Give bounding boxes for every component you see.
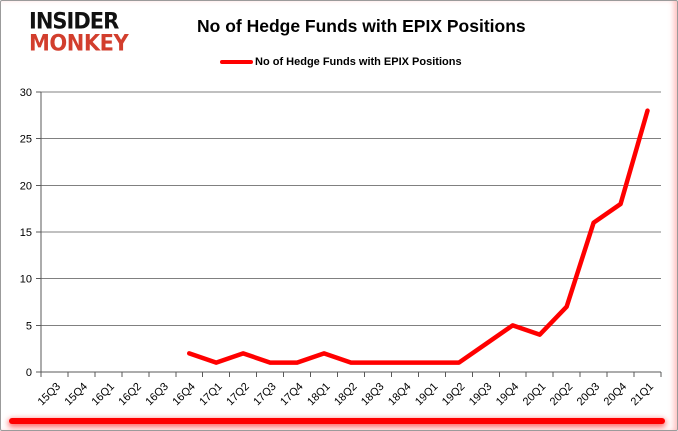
x-tick-label: 19Q1 xyxy=(413,381,441,409)
x-tick-label: 15Q4 xyxy=(63,381,91,409)
x-tick-label: 18Q2 xyxy=(332,381,360,409)
x-tick-label: 20Q3 xyxy=(575,381,603,409)
x-tick-label: 18Q1 xyxy=(305,381,333,409)
y-tick-label: 20 xyxy=(20,180,32,192)
x-tick-label: 18Q3 xyxy=(359,381,387,409)
logo-text-insider: INSIDER xyxy=(29,8,119,34)
x-tick-label: 17Q4 xyxy=(278,381,306,409)
x-tick-label: 16Q3 xyxy=(143,381,171,409)
y-tick-label: 5 xyxy=(26,320,32,332)
chart-title: No of Hedge Funds with EPIX Positions xyxy=(197,16,526,36)
x-tick-label: 16Q4 xyxy=(170,381,198,409)
x-tick-label: 16Q2 xyxy=(116,381,144,409)
x-tick-label: 17Q3 xyxy=(251,381,279,409)
x-tick-label: 20Q4 xyxy=(602,381,630,409)
x-tick-label: 20Q1 xyxy=(521,381,549,409)
logo-text-monkey: MONKEY xyxy=(29,30,129,56)
x-tick-label: 15Q3 xyxy=(36,381,64,409)
y-tick-label: 10 xyxy=(20,274,32,286)
y-tick-label: 30 xyxy=(20,87,32,99)
x-tick-label: 19Q2 xyxy=(440,381,468,409)
y-tick-label: 0 xyxy=(26,367,32,379)
x-tick-label: 16Q1 xyxy=(89,381,117,409)
x-tick-label: 17Q1 xyxy=(197,381,225,409)
y-tick-label: 25 xyxy=(20,134,32,146)
series-line xyxy=(187,108,650,365)
x-tick-label: 17Q2 xyxy=(224,381,252,409)
x-tick-label: 18Q4 xyxy=(386,381,414,409)
legend-line-marker xyxy=(220,60,253,64)
x-tick-label: 20Q2 xyxy=(548,381,576,409)
red-divider xyxy=(9,418,665,424)
y-tick-label: 15 xyxy=(20,227,32,239)
x-tick-label: 19Q3 xyxy=(467,381,495,409)
insider-monkey-logo: INSIDER MONKEY xyxy=(29,8,129,56)
legend-label: No of Hedge Funds with EPIX Positions xyxy=(255,56,462,68)
x-tick-label: 19Q4 xyxy=(494,381,522,409)
x-tick-label: 21Q1 xyxy=(629,381,657,409)
legend: No of Hedge Funds with EPIX Positions xyxy=(220,54,462,70)
